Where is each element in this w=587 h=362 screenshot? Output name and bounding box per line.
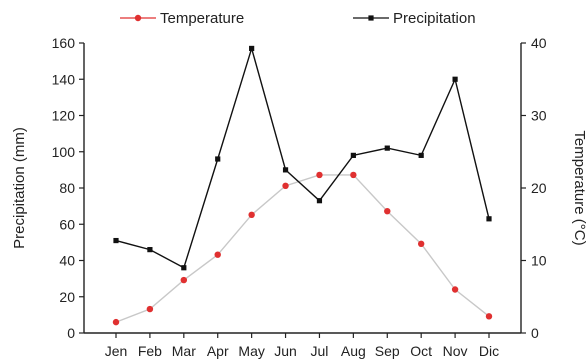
temperature-legend-marker	[134, 14, 142, 22]
precipitation-point	[350, 152, 356, 158]
precipitation-point	[215, 156, 221, 162]
precipitation-legend-marker	[368, 15, 374, 21]
right-tick-label: 0	[531, 325, 539, 341]
left-tick-label: 80	[59, 180, 75, 196]
precipitation-legend-label: Precipitation	[393, 10, 476, 27]
precipitation-line	[115, 45, 490, 269]
temperature-line	[115, 174, 490, 323]
x-tick-label: Mar	[172, 343, 196, 359]
x-tick-label: Jun	[274, 343, 297, 359]
temperature-legend-label: Temperature	[160, 10, 244, 27]
temperature-point	[248, 211, 255, 219]
x-tick-label: Dic	[479, 343, 499, 359]
series-layer	[112, 45, 493, 326]
x-tick-label: May	[238, 343, 264, 359]
x-tick-label: Sep	[375, 343, 400, 359]
left-tick-label: 160	[52, 35, 76, 51]
temperature-point	[316, 171, 323, 179]
precipitation-point	[384, 145, 390, 151]
left-tick-label: 0	[67, 325, 75, 341]
left-tick-label: 20	[59, 289, 75, 305]
right-tick-label: 30	[531, 108, 547, 124]
precipitation-point	[249, 45, 255, 52]
temperature-point	[384, 208, 391, 215]
left-tick-label: 100	[52, 144, 76, 160]
x-tick-label: Aug	[341, 343, 366, 359]
left-tick-label: 120	[52, 108, 76, 124]
x-tick-label: Oct	[410, 343, 432, 359]
precipitation-point	[418, 152, 424, 158]
precipitation-point	[181, 265, 187, 271]
temperature-point	[350, 171, 357, 179]
temperature-point	[282, 182, 289, 190]
temperature-point	[180, 276, 188, 284]
temperature-point	[451, 286, 459, 293]
precipitation-point	[147, 247, 153, 253]
precipitation-point	[486, 216, 492, 222]
left-tick-label: 60	[59, 216, 75, 232]
x-tick-label: Nov	[443, 343, 468, 359]
x-tick-label: Jen	[105, 343, 128, 359]
left-tick-label: 140	[52, 71, 76, 87]
right-tick-label: 40	[531, 35, 547, 51]
precipitation-point	[316, 198, 323, 204]
y-axis-title: Precipitation (mm)	[11, 127, 28, 249]
x-tick-label: Feb	[138, 343, 162, 359]
precipitation-point	[452, 76, 458, 82]
temperature-point	[485, 313, 493, 320]
right-tick-label: 20	[531, 180, 547, 196]
precipitation-point	[113, 237, 119, 244]
temperature-point	[146, 305, 154, 313]
y2-axis-title: Temperature (°C)	[571, 130, 587, 245]
x-tick-label: Apr	[207, 343, 229, 359]
axes: 0 20 40 60 80 100 120 140 160 0 10 20 30 40 Jen Feb Mar A…	[11, 35, 587, 359]
x-tick-label: Jul	[311, 343, 329, 359]
temperature-point	[214, 251, 221, 258]
temperature-point	[417, 240, 425, 248]
right-tick-label: 10	[531, 253, 547, 269]
temperature-point	[112, 318, 120, 326]
left-tick-label: 40	[59, 253, 75, 269]
legend: Temperature Precipitation	[120, 10, 476, 27]
precipitation-point	[282, 167, 289, 173]
